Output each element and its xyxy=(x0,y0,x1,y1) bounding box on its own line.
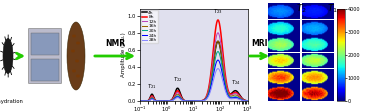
24h xyxy=(231,97,235,99)
FancyBboxPatch shape xyxy=(31,33,59,55)
20h xyxy=(245,100,250,102)
Text: rehydration: rehydration xyxy=(0,99,23,104)
16h xyxy=(231,95,235,96)
28h xyxy=(216,68,220,69)
8h xyxy=(200,100,205,101)
Text: $T_{24}$: $T_{24}$ xyxy=(231,78,240,87)
24h xyxy=(245,100,250,102)
Ellipse shape xyxy=(3,39,13,73)
Text: $T_1$: $T_1$ xyxy=(327,3,338,16)
20h xyxy=(138,100,142,102)
16h xyxy=(220,56,224,57)
4h xyxy=(245,100,250,102)
Line: 28h: 28h xyxy=(140,69,248,101)
20h xyxy=(200,100,205,101)
Line: 12h: 12h xyxy=(140,33,248,101)
Text: MRI: MRI xyxy=(251,39,267,48)
20h xyxy=(220,64,224,65)
20h xyxy=(144,100,149,102)
Line: 24h: 24h xyxy=(140,60,248,101)
Ellipse shape xyxy=(72,69,76,72)
16h xyxy=(206,91,211,93)
28h xyxy=(144,100,149,102)
12h xyxy=(200,100,205,101)
20h xyxy=(216,51,220,52)
8h xyxy=(144,100,149,102)
24h xyxy=(138,100,142,102)
Text: $T_2$: $T_2$ xyxy=(296,3,307,16)
Line: 20h: 20h xyxy=(140,52,248,101)
8h xyxy=(245,100,250,102)
FancyBboxPatch shape xyxy=(31,59,59,81)
12h xyxy=(231,94,235,95)
Ellipse shape xyxy=(67,22,85,90)
4h xyxy=(216,41,220,42)
20h xyxy=(206,93,211,94)
4h xyxy=(138,100,142,102)
16h xyxy=(200,100,205,101)
8h xyxy=(216,19,220,21)
Text: NMR: NMR xyxy=(105,39,125,48)
4h xyxy=(203,98,208,100)
Text: $T_{22}$: $T_{22}$ xyxy=(173,75,182,84)
12h xyxy=(220,50,224,51)
24h xyxy=(206,94,211,96)
Ellipse shape xyxy=(76,74,80,77)
4h xyxy=(220,56,224,57)
Legend: 4h, 8h, 12h, 16h, 20h, 24h, 28h: 4h, 8h, 12h, 16h, 20h, 24h, 28h xyxy=(141,10,158,43)
4h xyxy=(144,100,149,102)
16h xyxy=(203,98,208,100)
12h xyxy=(138,100,142,102)
FancyBboxPatch shape xyxy=(28,29,62,83)
4h xyxy=(200,100,205,101)
8h xyxy=(220,40,224,41)
20h xyxy=(231,96,235,98)
28h xyxy=(231,98,235,99)
Line: 4h: 4h xyxy=(140,41,248,101)
24h xyxy=(203,99,208,100)
8h xyxy=(206,88,211,90)
28h xyxy=(206,96,211,97)
8h xyxy=(231,93,235,94)
Ellipse shape xyxy=(71,50,75,53)
4h xyxy=(231,92,235,93)
12h xyxy=(245,100,250,102)
12h xyxy=(203,98,208,99)
8h xyxy=(138,100,142,102)
Ellipse shape xyxy=(72,35,76,38)
16h xyxy=(144,100,149,102)
Line: 16h: 16h xyxy=(140,41,248,101)
Text: $T_{23}$: $T_{23}$ xyxy=(213,7,223,16)
24h xyxy=(216,59,220,61)
24h xyxy=(144,100,149,102)
Line: 8h: 8h xyxy=(140,20,248,101)
12h xyxy=(144,100,149,102)
12h xyxy=(216,32,220,33)
Text: $T_{21}$: $T_{21}$ xyxy=(147,82,157,91)
20h xyxy=(203,99,208,100)
28h xyxy=(245,100,250,102)
Y-axis label: Amplitude (a.u.): Amplitude (a.u.) xyxy=(121,33,126,77)
Ellipse shape xyxy=(76,42,80,45)
24h xyxy=(200,100,205,101)
24h xyxy=(220,70,224,71)
Ellipse shape xyxy=(75,59,79,62)
16h xyxy=(245,100,250,102)
8h xyxy=(203,98,208,99)
28h xyxy=(138,100,142,102)
4h xyxy=(206,91,211,93)
28h xyxy=(220,76,224,78)
16h xyxy=(216,41,220,42)
28h xyxy=(203,99,208,101)
16h xyxy=(138,100,142,102)
12h xyxy=(206,90,211,92)
28h xyxy=(200,100,205,101)
